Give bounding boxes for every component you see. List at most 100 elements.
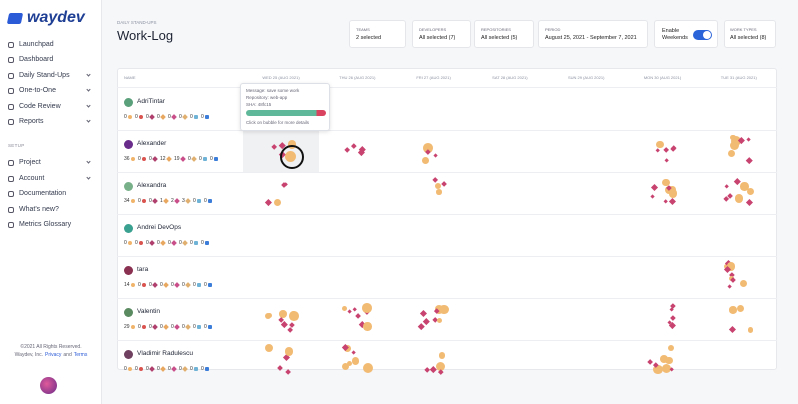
commit-bubble[interactable]	[665, 356, 673, 365]
commit-bubble[interactable]	[437, 369, 443, 375]
commit-bubble[interactable]	[740, 182, 749, 191]
commit-bubble[interactable]	[730, 134, 736, 140]
commit-bubble[interactable]	[423, 143, 434, 153]
nav-item[interactable]: Reports	[19, 118, 44, 125]
commit-bubble[interactable]	[341, 363, 349, 371]
developer-name[interactable]: Valentin	[137, 308, 161, 315]
nav-item[interactable]: What's new?	[19, 206, 59, 213]
nav-item[interactable]: Dashboard	[19, 56, 54, 63]
filter[interactable]: REPOSITORIES All selected (5)	[474, 20, 534, 48]
commit-bubble[interactable]	[265, 312, 272, 319]
commit-bubble[interactable]	[344, 345, 351, 353]
developer-name[interactable]: Alexandra	[137, 182, 167, 189]
filter[interactable]: TEAMS 2 selected	[349, 20, 406, 48]
filter-value: August 25, 2021 - September 7, 2021	[545, 35, 637, 41]
nav-icon	[8, 119, 14, 125]
commit-bubble[interactable]	[363, 322, 372, 331]
commit-bubble[interactable]	[436, 189, 442, 195]
avatar[interactable]	[40, 377, 57, 394]
commit-bubble[interactable]	[289, 310, 297, 318]
commit-bubble[interactable]	[668, 189, 677, 198]
count-icon	[197, 325, 201, 329]
commit-bubble[interactable]	[279, 310, 287, 318]
nav-icon	[8, 42, 14, 48]
commit-bubble[interactable]	[662, 178, 671, 187]
commit-bubble[interactable]	[341, 305, 347, 311]
commit-bubble[interactable]	[435, 182, 442, 189]
filter[interactable]: WORK TYPES All selected (8)	[724, 20, 776, 48]
commit-bubble[interactable]	[736, 304, 745, 313]
commit-bubble[interactable]	[435, 361, 445, 372]
commit-bubble[interactable]	[285, 151, 296, 162]
nav-item[interactable]: Metrics Glossary	[19, 221, 72, 228]
commit-bubble[interactable]	[668, 345, 675, 352]
developer-name[interactable]: tara	[137, 266, 149, 273]
nav-item[interactable]: Code Review	[19, 103, 61, 110]
commit-bubble[interactable]	[729, 306, 737, 314]
commit-bubble[interactable]	[422, 157, 429, 165]
nav-item[interactable]: Account	[19, 175, 45, 182]
commit-bubble[interactable]	[362, 303, 372, 313]
commit-bubble[interactable]	[437, 317, 443, 324]
count: 0	[124, 240, 127, 246]
column-header: SUN 29 (AUG 2021)	[567, 75, 605, 80]
column-header: WED 25 (AUG 2021)	[262, 75, 300, 80]
nav-item[interactable]: Project	[19, 159, 41, 166]
commit-bubble[interactable]	[734, 194, 744, 204]
nav-item[interactable]: Daily Stand-Ups	[19, 72, 70, 79]
toggle-box[interactable]: Enable Weekends	[654, 20, 718, 48]
filter[interactable]: DEVELOPERS All selected (7)	[412, 20, 471, 48]
commit-bubble[interactable]	[439, 304, 449, 315]
commit-bubble[interactable]	[347, 361, 353, 367]
developer-name[interactable]: Vladimir Radulescu	[137, 350, 193, 357]
commit-bubble[interactable]	[265, 344, 274, 353]
commit-bubble[interactable]	[284, 347, 294, 356]
count-icon	[205, 115, 209, 119]
filter-value: All selected (7)	[419, 35, 456, 41]
commit-bubble[interactable]	[287, 140, 297, 149]
eyebrow: DAILY STAND-UPS	[117, 20, 157, 25]
commit-bubble[interactable]	[731, 136, 742, 146]
count: 1	[160, 198, 163, 204]
commit-bubble[interactable]	[662, 363, 672, 373]
developer-name[interactable]: Andrei DevOps	[137, 224, 182, 231]
filter[interactable]: PERIOD August 25, 2021 - September 7, 202…	[538, 20, 648, 48]
commit-bubble[interactable]	[351, 357, 360, 365]
commit-bubble[interactable]	[438, 352, 445, 359]
count: 0	[157, 240, 160, 246]
commit-bubble[interactable]	[660, 355, 668, 363]
count: 0	[210, 156, 213, 162]
commit-bubble[interactable]	[362, 362, 373, 373]
commit-bubble[interactable]	[727, 149, 736, 158]
count: 0	[146, 114, 149, 120]
count: 14	[124, 282, 130, 288]
commit-bubble[interactable]	[668, 185, 676, 193]
nav-item[interactable]: Documentation	[19, 190, 67, 197]
commit-bubble[interactable]	[653, 364, 663, 375]
commit-bubble[interactable]	[273, 198, 282, 206]
count-icon	[131, 157, 135, 161]
row-avatar	[124, 98, 133, 107]
developer-name[interactable]: AdriTintar	[137, 98, 165, 105]
count: 0	[193, 282, 196, 288]
nav-item[interactable]: One-to-One	[19, 87, 56, 94]
toggle-switch[interactable]	[693, 30, 712, 40]
commit-bubble[interactable]	[739, 279, 747, 287]
footer-privacy[interactable]: Privacy	[44, 352, 62, 358]
selected-bubble[interactable]	[280, 145, 304, 169]
count: 0	[168, 366, 171, 372]
count: 12	[160, 156, 166, 162]
commit-bubble[interactable]	[746, 187, 754, 196]
footer-company: Waydev, Inc.	[14, 352, 43, 358]
commit-bubble[interactable]	[656, 140, 664, 148]
commit-bubble[interactable]	[726, 262, 735, 271]
commit-bubble[interactable]	[747, 327, 754, 333]
count-icon	[139, 115, 143, 119]
nav-icon	[8, 207, 14, 213]
developer-name[interactable]: Alexander	[137, 140, 167, 147]
count: 19	[174, 156, 180, 162]
nav-item[interactable]: Launchpad	[19, 41, 54, 48]
count: 0	[124, 366, 127, 372]
filter-label: PERIOD	[545, 27, 561, 32]
footer-terms[interactable]: Terms	[73, 352, 88, 358]
